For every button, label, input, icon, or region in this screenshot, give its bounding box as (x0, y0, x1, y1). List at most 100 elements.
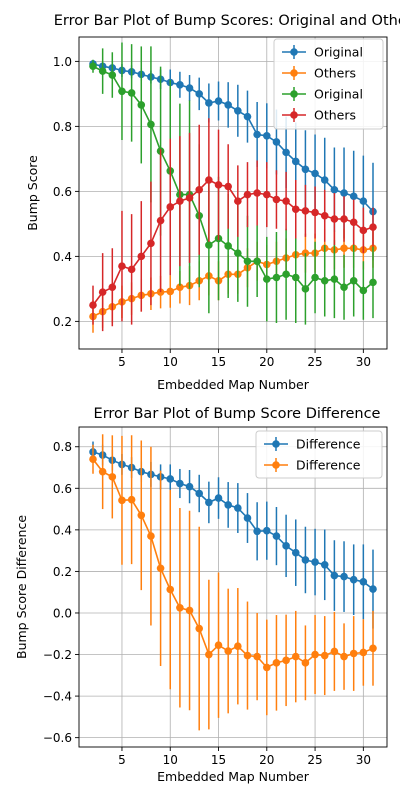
data-point (166, 287, 175, 296)
data-point (224, 101, 232, 109)
y-tick-label: 0.8 (53, 440, 72, 454)
legend-swatch-marker (290, 69, 298, 77)
data-point (195, 185, 204, 194)
data-point (98, 67, 107, 75)
data-point (253, 130, 261, 139)
x-tick-label: 20 (259, 355, 274, 369)
legend-swatch-marker (290, 48, 298, 56)
data-point (137, 252, 146, 261)
data-point (291, 652, 300, 661)
data-point (127, 265, 136, 274)
series-2-difference (89, 434, 377, 731)
y-tick-label: 0.6 (53, 482, 72, 496)
legend-box (273, 38, 384, 130)
data-point (224, 242, 232, 250)
x-tick-label: 15 (211, 753, 226, 767)
data-point (340, 572, 348, 581)
data-point (272, 659, 281, 667)
data-point (205, 498, 213, 507)
legend-label: Original (314, 87, 363, 102)
legend: Difference Difference (255, 430, 383, 479)
data-point (127, 89, 136, 97)
x-tick-label: 5 (118, 753, 126, 767)
data-point (320, 560, 329, 569)
data-point (214, 181, 223, 189)
chart-panel-2: 5 10 15 20 25 30 −0.6 −0.4 −0.2 0.0 0.2 0.4 0.6 0.8 Er… (14, 406, 388, 784)
data-point (214, 97, 223, 105)
data-point (291, 548, 300, 557)
y-tick-label: −0.2 (43, 648, 72, 662)
data-point (330, 571, 339, 580)
data-point (369, 278, 377, 287)
data-point (147, 239, 155, 248)
legend-swatch-marker (272, 440, 280, 448)
data-point (89, 301, 97, 309)
data-point (98, 467, 107, 476)
data-point (243, 651, 252, 660)
data-point (330, 185, 339, 194)
data-point (234, 197, 242, 205)
legend-swatch-marker (290, 90, 298, 98)
data-point (340, 215, 348, 223)
plot-frame (78, 426, 388, 748)
x-tick-label: 5 (118, 355, 126, 369)
data-point (301, 207, 310, 215)
data-point (301, 659, 310, 667)
data-point (234, 106, 242, 115)
data-point (89, 455, 97, 464)
data-point (224, 647, 232, 655)
legend-box (255, 430, 383, 479)
legend: Original Others Original Others (273, 38, 384, 130)
data-point (185, 194, 194, 202)
legend-label: Others (314, 108, 356, 123)
data-point (118, 496, 126, 505)
y-axis-label: Bump Score Difference (14, 515, 29, 659)
x-tick-label: 10 (163, 753, 178, 767)
data-point (369, 223, 377, 231)
data-point (156, 564, 165, 573)
data-point (234, 249, 242, 257)
data-point (166, 475, 175, 483)
legend-swatch-marker (272, 461, 280, 469)
data-point (137, 511, 146, 520)
data-point (176, 80, 184, 89)
chart-title: Error Bar Plot of Bump Scores: Original … (54, 13, 400, 29)
data-point (349, 192, 358, 201)
data-point (282, 270, 290, 279)
data-point (253, 257, 261, 266)
data-point (301, 285, 310, 293)
y-tick-label: 0.4 (53, 523, 72, 537)
data-point (118, 87, 126, 96)
data-point (369, 585, 377, 593)
data-point (214, 494, 223, 502)
data-point (282, 656, 290, 665)
data-point (320, 276, 329, 285)
legend-label: Difference (296, 458, 361, 473)
data-point (340, 283, 348, 292)
data-point (311, 558, 319, 566)
data-point (253, 652, 261, 661)
series-4-others (89, 118, 377, 332)
data-point (205, 99, 213, 107)
data-point (89, 62, 97, 71)
data-point (185, 84, 194, 92)
y-tick-label: 1.0 (53, 55, 72, 69)
data-point (156, 216, 165, 225)
data-point (320, 176, 329, 184)
chart-panel-1: 5 10 15 20 25 30 0.2 0.4 0.6 0.8 1.0 Error Bar Plot… (25, 13, 400, 392)
data-point (340, 189, 348, 197)
data-point (311, 208, 319, 217)
data-point (176, 283, 184, 292)
y-tick-label: 0.4 (53, 250, 72, 264)
x-tick-label: 30 (356, 355, 371, 369)
data-point (330, 275, 339, 283)
x-tick-label: 15 (211, 355, 226, 369)
data-point (349, 218, 358, 227)
data-point (340, 244, 348, 253)
data-point (349, 276, 358, 285)
data-point (359, 226, 368, 235)
data-point (291, 273, 300, 282)
legend-label: Difference (296, 437, 361, 452)
x-axis-label: Embedded Map Number (157, 377, 310, 392)
data-point (98, 288, 107, 296)
